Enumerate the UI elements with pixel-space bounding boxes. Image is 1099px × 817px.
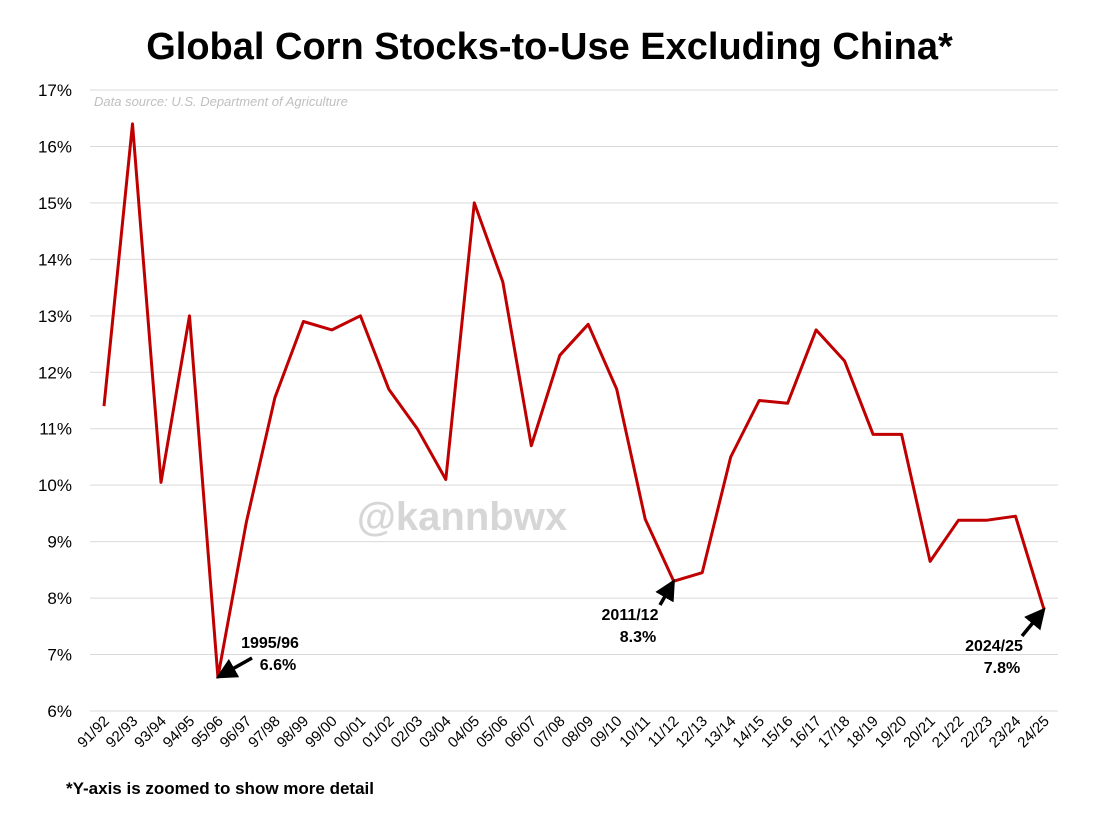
annotation-label: 2024/25 [965,638,1023,655]
y-tick-label: 13% [38,307,72,326]
x-tick-label: 00/01 [331,713,370,752]
x-tick-label: 17/18 [815,713,854,752]
x-tick-label: 91/92 [74,713,113,752]
y-axis-ticks: 6% 7% 8% 9% 10% 11% 12% 13% 14% 15% 16% 17% [38,81,72,721]
x-tick-label: 19/20 [872,713,911,752]
x-tick-label: 18/19 [843,713,882,752]
x-tick-label: 96/97 [217,713,256,752]
x-tick-label: 03/04 [416,713,455,752]
x-tick-label: 14/15 [729,713,768,752]
y-tick-label: 14% [38,250,72,269]
y-tick-label: 9% [47,533,72,552]
y-tick-label: 7% [47,646,72,665]
x-tick-label: 94/95 [160,713,199,752]
data-source-note: Data source: U.S. Department of Agricult… [94,94,348,109]
y-tick-label: 16% [38,137,72,156]
x-tick-label: 95/96 [188,713,227,752]
x-tick-label: 09/10 [587,713,626,752]
x-tick-label: 99/00 [302,713,341,752]
x-tick-label: 92/93 [103,713,142,752]
chart-title: Global Corn Stocks-to-Use Excluding Chin… [146,26,953,68]
annotation-arrow [1020,607,1046,638]
x-tick-label: 93/94 [131,713,170,752]
x-tick-label: 15/16 [758,713,797,752]
y-tick-label: 17% [38,81,72,100]
y-tick-label: 11% [39,420,72,439]
x-tick-label: 23/24 [986,713,1025,752]
y-tick-label: 12% [38,363,72,382]
x-tick-label: 97/98 [245,713,284,752]
x-tick-label: 04/05 [445,713,484,752]
x-tick-label: 02/03 [388,713,427,752]
x-tick-label: 16/17 [786,713,825,752]
annotation-value: 8.3% [620,629,656,646]
x-axis-ticks: 91/9292/9393/9494/9595/9696/9797/9898/99… [74,713,1053,752]
x-tick-label: 20/21 [900,713,939,752]
annotation-arrow [215,656,253,679]
x-tick-label: 07/08 [530,713,569,752]
annotation-label: 2011/12 [602,607,659,624]
series-line [102,122,1046,679]
footnote: *Y-axis is zoomed to show more detail [66,779,374,798]
x-tick-label: 10/11 [616,713,654,751]
y-tick-label: 6% [47,702,72,721]
annotation-arrow [655,578,675,606]
x-tick-label: 24/25 [1014,713,1053,752]
x-tick-label: 13/14 [701,713,740,752]
x-tick-label: 98/99 [274,713,313,752]
x-tick-label: 06/07 [502,713,541,752]
annotation-value: 6.6% [260,657,296,674]
annotations: 1995/96 6.6% 2011/12 8.3% 2024/25 7.8% [215,578,1046,679]
x-tick-label: 22/23 [957,713,996,752]
y-tick-label: 10% [38,476,72,495]
x-tick-label: 21/22 [929,713,968,752]
watermark: @kannbwx [357,495,567,539]
x-tick-label: 05/06 [473,713,512,752]
x-tick-label: 12/13 [672,713,711,752]
y-tick-label: 15% [38,194,72,213]
x-tick-label: 08/09 [559,713,598,752]
x-tick-label: 01/02 [359,713,398,752]
annotation-label: 1995/96 [241,635,299,652]
annotation-value: 7.8% [984,660,1020,677]
y-tick-label: 8% [47,589,72,608]
gridlines [90,89,1058,712]
series-layer [102,122,1046,679]
